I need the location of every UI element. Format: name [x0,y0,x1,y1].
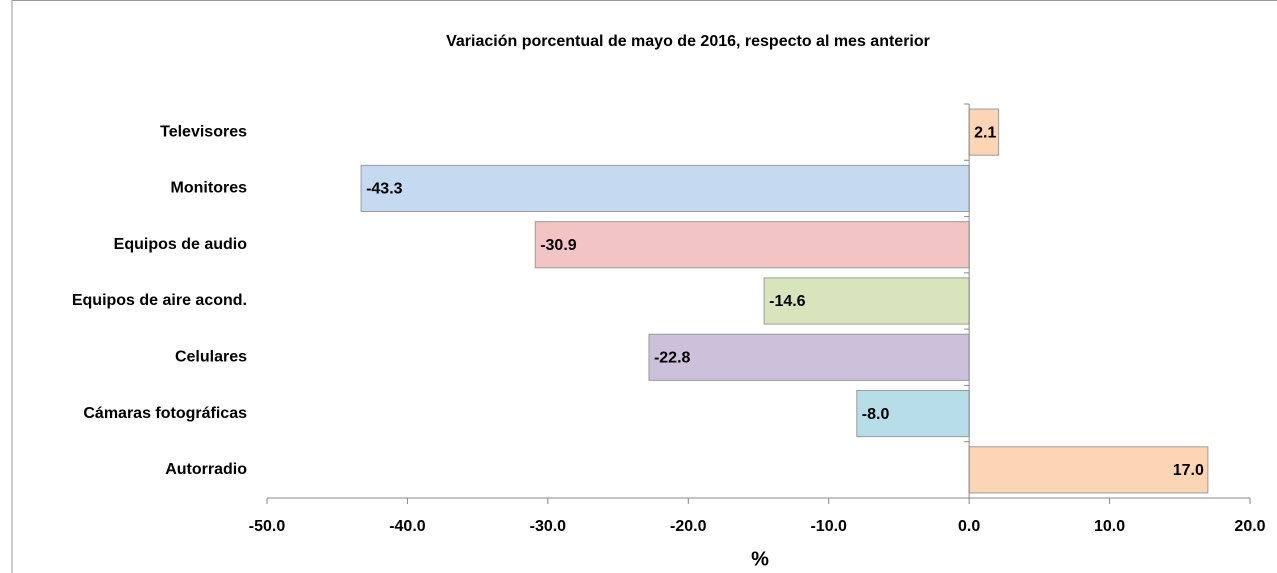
x-tick-label: 20.0 [1234,518,1265,535]
chart-title: Variación porcentual de mayo de 2016, re… [446,33,930,50]
bar [648,333,970,381]
data-label: -14.6 [769,293,806,310]
data-label: -22.8 [654,350,691,367]
bar [360,164,970,213]
data-label: -43.3 [366,181,403,198]
bar [763,277,970,325]
bar [856,389,970,438]
y-tick-label: Televisores [160,123,247,140]
data-label: -30.9 [540,237,577,254]
y-tick-label: Cámaras fotográficas [83,405,247,422]
y-tick-label: Celulares [175,349,247,366]
x-axis-title: % [751,548,769,570]
x-tick-label: 10.0 [1094,518,1125,535]
x-tick-label: 0.0 [958,518,980,535]
data-label: 2.1 [974,124,996,141]
y-tick-label: Monitores [171,180,248,197]
bar [534,221,970,269]
x-tick-label: -40.0 [389,518,426,535]
data-label: 17.0 [1173,462,1204,479]
y-tick-label: Equipos de aire acond. [72,292,247,309]
x-tick-label: -50.0 [249,518,286,535]
y-tick-label: Autorradio [165,461,247,478]
bar [968,108,1000,156]
data-label: -8.0 [862,406,890,423]
x-tick-label: -20.0 [670,518,707,535]
x-tick-label: -10.0 [810,518,847,535]
y-tick-label: Equipos de audio [114,236,248,253]
x-tick-label: -30.0 [530,518,567,535]
